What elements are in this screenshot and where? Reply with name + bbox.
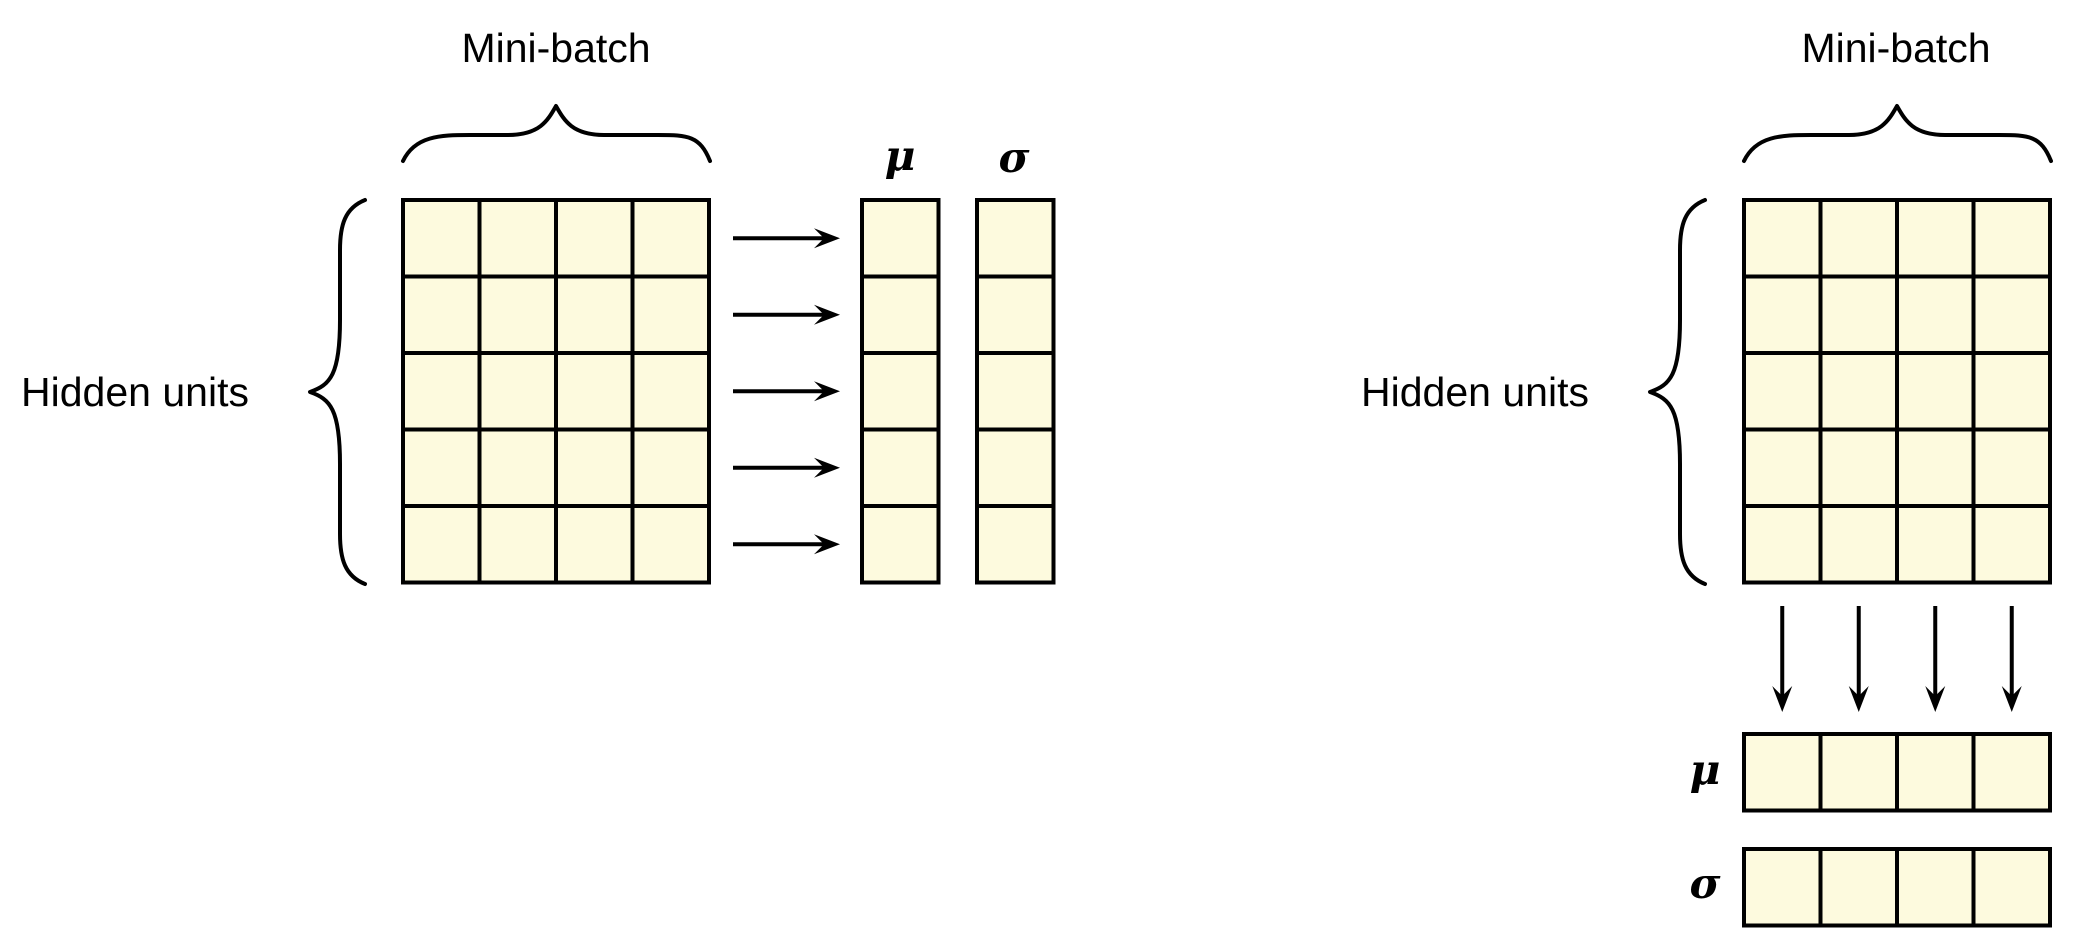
activation-cell	[480, 277, 557, 354]
activation-cell	[1744, 353, 1821, 430]
activation-cell	[1897, 353, 1974, 430]
arrow	[733, 381, 840, 401]
mu-cell	[862, 277, 939, 354]
arrow	[1772, 606, 1792, 712]
arrow	[1925, 606, 1945, 712]
right-mu-label: μ	[1690, 745, 1721, 794]
activation-cell	[556, 200, 633, 277]
activation-cell	[1821, 277, 1898, 354]
activation-cell	[1974, 200, 2051, 277]
activation-cell	[1744, 430, 1821, 507]
left-sigma-label: σ	[999, 133, 1030, 182]
mu-cell	[1821, 734, 1898, 811]
activation-cell	[633, 353, 710, 430]
left-mu-label: μ	[885, 131, 916, 180]
mu-cell	[1974, 734, 2051, 811]
activation-cell	[1744, 277, 1821, 354]
left-side-brace	[310, 200, 365, 584]
arrow	[733, 228, 840, 248]
activation-cell	[403, 277, 480, 354]
activation-cell	[1974, 506, 2051, 583]
right-side-brace	[1650, 200, 1705, 584]
left-top-brace	[403, 106, 710, 161]
activation-cell	[1821, 353, 1898, 430]
arrow	[733, 305, 840, 325]
activation-cell	[1974, 353, 2051, 430]
activation-cell	[556, 430, 633, 507]
sigma-cell	[1897, 849, 1974, 926]
sigma-cell	[977, 353, 1054, 430]
sigma-cell	[1821, 849, 1898, 926]
activation-cell	[633, 277, 710, 354]
activation-cell	[1744, 506, 1821, 583]
right-activation-grid	[1744, 200, 2050, 583]
left-activation-grid	[403, 200, 709, 583]
activation-cell	[403, 506, 480, 583]
activation-cell	[633, 200, 710, 277]
activation-cell	[1821, 200, 1898, 277]
activation-cell	[1897, 430, 1974, 507]
activation-cell	[1744, 200, 1821, 277]
activation-cell	[556, 353, 633, 430]
right-sigma-row	[1744, 849, 2050, 926]
activation-cell	[1821, 506, 1898, 583]
arrow	[733, 458, 840, 478]
sigma-cell	[977, 277, 1054, 354]
sigma-cell	[977, 506, 1054, 583]
right-sigma-label: σ	[1690, 859, 1721, 908]
activation-cell	[1821, 430, 1898, 507]
right-top-brace	[1744, 106, 2051, 161]
sigma-cell	[977, 200, 1054, 277]
arrow	[1849, 606, 1869, 712]
activation-cell	[480, 430, 557, 507]
left-arrows	[733, 228, 840, 554]
activation-cell	[403, 353, 480, 430]
activation-cell	[480, 506, 557, 583]
activation-cell	[403, 200, 480, 277]
left-mu-column	[862, 200, 939, 583]
activation-cell	[556, 277, 633, 354]
left-hidden-units-label: Hidden units	[21, 369, 249, 415]
left-panel: Mini-batch Hidden units μ σ	[21, 25, 1053, 584]
arrow	[733, 534, 840, 554]
activation-cell	[1974, 430, 2051, 507]
mu-cell	[862, 200, 939, 277]
activation-cell	[403, 430, 480, 507]
activation-cell	[480, 353, 557, 430]
right-mu-row	[1744, 734, 2050, 811]
sigma-cell	[977, 430, 1054, 507]
right-minibatch-title: Mini-batch	[1801, 25, 1990, 71]
mu-cell	[862, 430, 939, 507]
activation-cell	[556, 506, 633, 583]
sigma-cell	[1974, 849, 2051, 926]
right-arrows	[1772, 606, 2022, 712]
right-panel: Mini-batch Hidden units μ σ	[1361, 25, 2051, 926]
activation-cell	[1897, 200, 1974, 277]
activation-cell	[633, 430, 710, 507]
activation-cell	[633, 506, 710, 583]
sigma-cell	[1744, 849, 1821, 926]
mu-cell	[1897, 734, 1974, 811]
activation-cell	[1897, 277, 1974, 354]
mu-cell	[862, 353, 939, 430]
arrow	[2002, 606, 2022, 712]
activation-cell	[480, 200, 557, 277]
activation-cell	[1974, 277, 2051, 354]
left-sigma-column	[977, 200, 1054, 583]
left-minibatch-title: Mini-batch	[461, 25, 650, 71]
mu-cell	[862, 506, 939, 583]
right-hidden-units-label: Hidden units	[1361, 369, 1589, 415]
mu-cell	[1744, 734, 1821, 811]
activation-cell	[1897, 506, 1974, 583]
